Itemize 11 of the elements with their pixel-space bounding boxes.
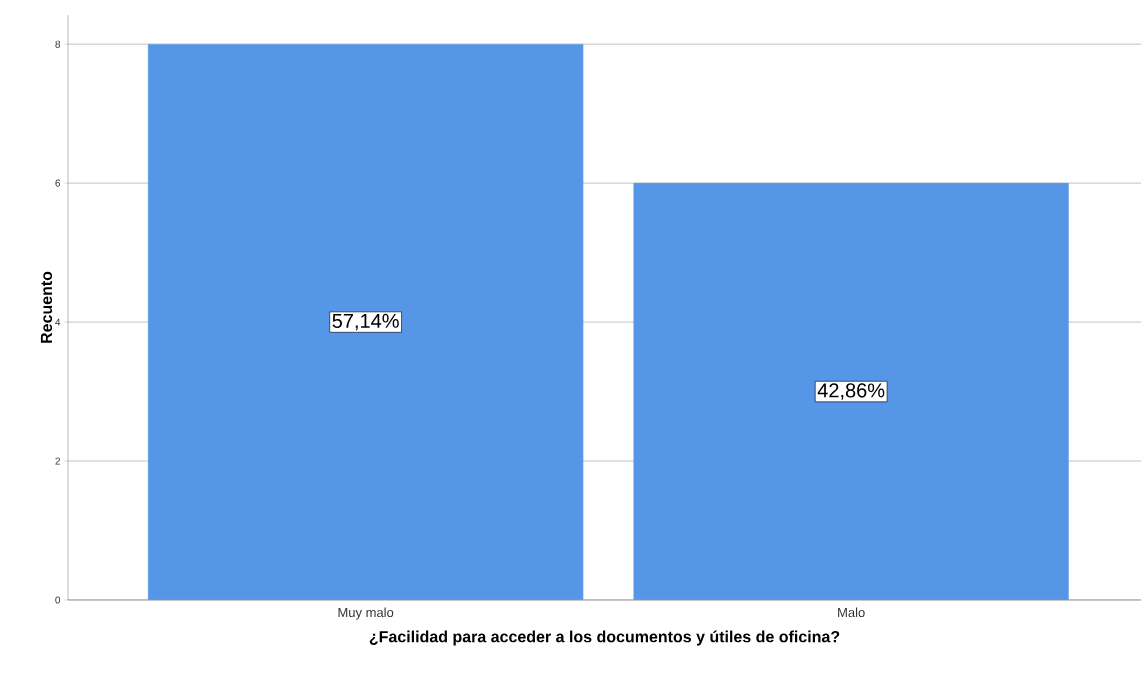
x-tick-label: Malo <box>838 607 865 618</box>
y-tick-label: 6 <box>55 179 61 187</box>
annotation: 57,14% <box>332 313 399 331</box>
y-tick-label: 4 <box>55 318 61 326</box>
y-axis-title: Recuento <box>40 271 53 343</box>
annotation: 42,86% <box>817 383 885 400</box>
y-tick-label: 0 <box>55 596 61 604</box>
y-tick-label: 2 <box>55 457 60 465</box>
x-axis-title: ¿Facilidad para acceder a los documentos y útiles de oficina? <box>369 630 840 646</box>
x-tick-label: Muy malo <box>338 607 394 620</box>
y-tick-label: 8 <box>55 40 61 48</box>
